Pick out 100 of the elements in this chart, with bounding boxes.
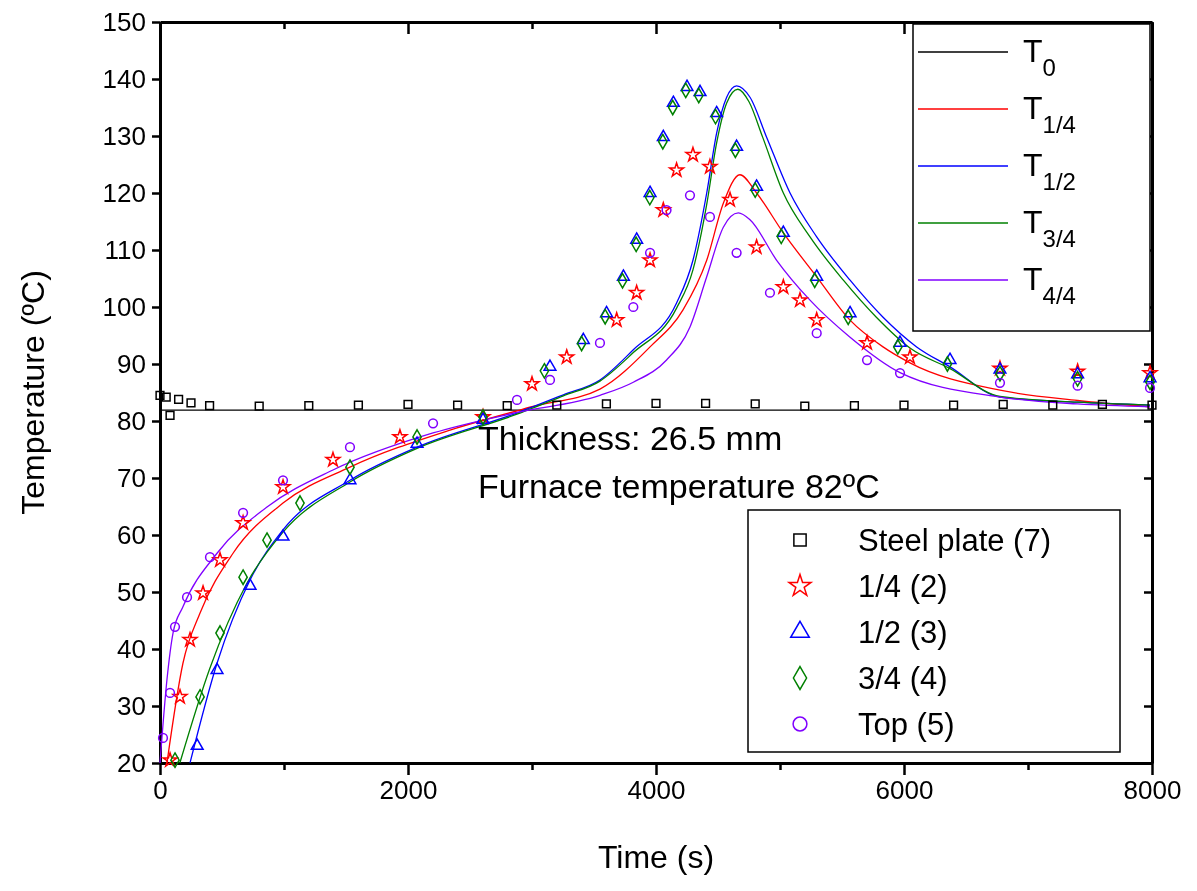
point (601, 399, 612, 409)
point (809, 312, 825, 327)
x-tick-label: 6000 (875, 775, 934, 806)
point (684, 190, 696, 201)
point (169, 621, 181, 632)
y-tick-label: 60 (117, 519, 146, 550)
legend-label: T$_{0}$ (1023, 33, 1056, 81)
legend-label: T$_{1/2}$ (1023, 147, 1076, 195)
y-tick-label: 100 (102, 291, 146, 322)
point (343, 472, 357, 485)
point (810, 269, 824, 281)
point (1072, 380, 1083, 391)
point (243, 578, 257, 590)
point (644, 247, 656, 258)
point (729, 139, 744, 151)
point (165, 410, 175, 420)
y-tick-label: 50 (117, 576, 146, 607)
point (304, 400, 314, 411)
point (1143, 370, 1157, 383)
point (559, 349, 575, 364)
point (655, 202, 672, 217)
point (157, 732, 169, 744)
y-tick-label: 30 (117, 690, 146, 721)
point (608, 312, 625, 327)
point (204, 552, 216, 563)
point (276, 529, 290, 541)
point (668, 162, 685, 177)
point (1142, 365, 1158, 380)
point (811, 328, 822, 339)
legend-label: Top (5) (858, 707, 955, 742)
point (902, 349, 918, 364)
point (254, 401, 264, 411)
point (524, 375, 540, 391)
y-tick-label: 40 (117, 633, 146, 664)
point (162, 752, 178, 767)
point (693, 84, 707, 97)
y-tick-label: 70 (117, 462, 146, 493)
x-tick-label: 0 (153, 775, 168, 806)
point (511, 394, 523, 406)
point (656, 129, 670, 142)
point (702, 158, 718, 174)
point (427, 418, 439, 429)
point (994, 377, 1006, 388)
point (275, 479, 291, 494)
point (237, 507, 249, 518)
point (775, 278, 792, 294)
point (859, 334, 875, 350)
point (195, 585, 211, 600)
point (210, 662, 224, 675)
legend-label: T$_{3/4}$ (1023, 204, 1076, 252)
y-tick-label: 140 (102, 63, 146, 94)
point (899, 400, 909, 410)
y-tick-label: 150 (102, 6, 146, 37)
point (325, 451, 341, 467)
point (502, 400, 512, 411)
point (552, 400, 562, 410)
point (998, 399, 1008, 410)
point (186, 398, 196, 408)
legend-label: T$_{1/4}$ (1023, 90, 1076, 138)
point (1144, 382, 1156, 394)
point (212, 552, 228, 567)
point (764, 287, 776, 298)
legend-label: 3/4 (4) (858, 661, 948, 696)
point (893, 335, 907, 348)
point (776, 225, 790, 238)
point (1048, 400, 1058, 410)
legend-label: T$_{4/4}$ (1023, 261, 1076, 309)
point (843, 305, 857, 318)
point (410, 436, 424, 448)
point (680, 79, 694, 92)
point (173, 394, 184, 404)
y-tick-label: 90 (117, 348, 146, 379)
point (190, 738, 204, 751)
legend-label: 1/2 (3) (858, 615, 948, 650)
point (452, 400, 463, 410)
point (181, 592, 193, 603)
point (643, 185, 657, 198)
point (599, 305, 614, 318)
point (161, 392, 171, 402)
y-axis-title: Temperature (ºC) (15, 270, 51, 515)
point (800, 401, 810, 411)
x-tick-label: 4000 (627, 775, 686, 806)
point (894, 368, 906, 379)
point (204, 400, 215, 411)
y-tick-label: 110 (104, 234, 146, 265)
x-tick-label: 8000 (1123, 775, 1182, 806)
point (543, 359, 557, 371)
point (861, 354, 873, 366)
point (849, 400, 860, 411)
point (750, 399, 760, 409)
legend-label: Steel plate (7) (858, 523, 1051, 558)
point (155, 390, 165, 400)
point (731, 247, 742, 258)
point (685, 146, 701, 162)
point (344, 442, 356, 453)
point (353, 400, 364, 410)
point (700, 398, 711, 408)
point (594, 337, 606, 349)
point (748, 239, 765, 254)
point (792, 292, 808, 307)
